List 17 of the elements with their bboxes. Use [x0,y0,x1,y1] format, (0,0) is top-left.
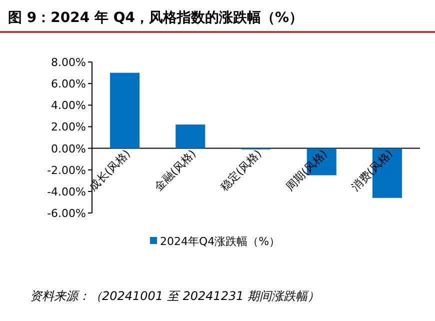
x-tick-label: 稳定(风格) [218,147,264,194]
bar [176,124,206,148]
chart-title: 图 9：2024 年 Q4，风格指数的涨跌幅（%） [8,10,303,26]
y-tick-label: -2.00% [47,164,86,177]
y-tick-label: 0.00% [51,142,86,156]
y-tick-label: 4.00% [51,99,86,112]
y-tick-label: 8.00% [51,56,86,69]
y-tick-label: 2.00% [51,120,86,134]
text: 资料来源：（20241001 至 20241231 期间涨跌幅） [30,289,320,303]
y-tick-label: 6.00% [51,78,86,91]
x-tick-label: 周期(风格) [283,147,330,194]
x-tick-label: 金融(风格) [152,147,199,194]
x-tick-label: 消费(风格) [348,147,396,194]
bar [110,72,140,148]
legend-label: 2024年Q4涨跌幅（%） [160,235,280,248]
y-tick-label: -4.00% [47,185,86,198]
y-tick-label: -6.00% [47,207,86,220]
